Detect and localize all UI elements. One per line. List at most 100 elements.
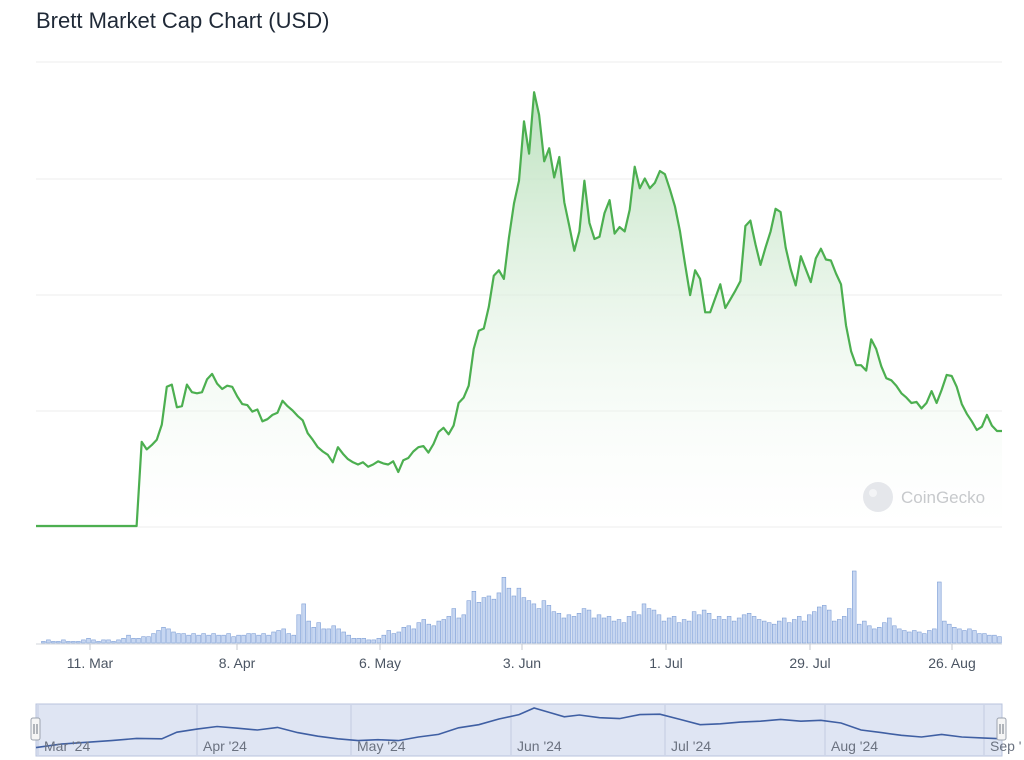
navigator-tick-label: Jul '24 (671, 738, 711, 754)
volume-bar (171, 631, 176, 644)
volume-bar (521, 597, 527, 644)
volume-bar (541, 600, 547, 644)
volume-bars (41, 570, 1002, 644)
volume-bar (326, 628, 331, 644)
x-tick-label: 3. Jun (503, 655, 541, 671)
volume-bar (161, 626, 166, 644)
volume-bar (491, 598, 497, 644)
volume-bar (952, 626, 957, 644)
coingecko-eye-icon (869, 489, 877, 497)
volume-bar (937, 581, 942, 644)
volume-bar (211, 633, 216, 644)
range-navigator[interactable]: Mar '24 Apr '24 May '24 Jun '24 Jul '24 Aug '… (30, 703, 1021, 757)
x-axis: 11. Mar 8. Apr 6. May 3. Jun 1. Jul 29. Jul 26… (67, 644, 976, 671)
volume-bar (836, 619, 842, 644)
volume-bar (246, 633, 251, 644)
volume-bar (796, 616, 802, 644)
volume-bar (656, 614, 662, 644)
volume-bar (982, 633, 987, 644)
volume-bar (366, 639, 371, 644)
volume-bar (386, 630, 391, 644)
volume-bar (396, 631, 401, 644)
volume-bar (141, 636, 146, 644)
volume-bar (476, 601, 482, 644)
volume-bar (781, 617, 787, 644)
navigator-tick-label: Aug '24 (831, 738, 878, 754)
volume-bar (506, 587, 512, 644)
volume-bar (766, 622, 772, 644)
volume-bar (56, 641, 61, 644)
volume-bar (61, 639, 66, 644)
volume-bar (431, 625, 436, 644)
volume-bar (877, 626, 882, 644)
volume-bar (546, 605, 552, 644)
volume-bar (776, 620, 782, 644)
volume-bar (887, 617, 892, 644)
chart-title: Brett Market Cap Chart (USD) (36, 8, 330, 33)
volume-bar (927, 630, 932, 644)
volume-bar (306, 620, 311, 644)
volume-bar (106, 639, 111, 644)
volume-bar (126, 634, 131, 644)
volume-bar (741, 614, 747, 644)
volume-bar (471, 590, 477, 644)
volume-bar (791, 619, 797, 644)
volume-bar (771, 623, 777, 644)
volume-bar (892, 625, 897, 644)
volume-bar (586, 609, 592, 644)
volume-bar (922, 633, 927, 644)
volume-bar (726, 616, 732, 644)
watermark-text: CoinGecko (901, 488, 985, 507)
volume-bar (596, 614, 602, 644)
volume-bar (616, 619, 622, 644)
volume-bar (676, 622, 682, 644)
volume-bar (71, 641, 76, 644)
volume-bar (907, 631, 912, 644)
volume-bar (331, 625, 336, 644)
volume-bar (917, 631, 922, 644)
volume-bar (281, 628, 286, 644)
volume-bar (66, 641, 71, 644)
volume-bar (301, 603, 306, 644)
volume-bar (571, 616, 577, 644)
volume-bar (706, 612, 712, 644)
navigator-left-handle[interactable] (30, 717, 41, 741)
volume-bar (461, 614, 466, 644)
volume-bar (226, 633, 231, 644)
volume-bar (411, 628, 416, 644)
market-cap-line (36, 91, 1002, 528)
volume-bar (846, 608, 852, 644)
volume-bar (581, 608, 587, 644)
volume-bar (821, 605, 827, 644)
volume-bar (972, 630, 977, 644)
volume-bar (391, 633, 396, 644)
volume-bar (992, 634, 997, 644)
volume-bar (561, 617, 567, 644)
volume-bar (416, 622, 421, 644)
volume-bar (696, 614, 702, 644)
volume-bar (761, 620, 767, 644)
x-tick-label: 6. May (359, 655, 401, 671)
volume-bar (831, 620, 837, 644)
volume-bar (641, 603, 647, 644)
volume-bar (346, 634, 351, 644)
volume-bar (336, 628, 341, 644)
volume-bar (166, 628, 171, 644)
volume-bar (867, 625, 872, 644)
navigator-tick-label: May '24 (357, 738, 406, 754)
volume-bar (841, 616, 847, 644)
volume-bar (481, 597, 487, 644)
volume-bar (631, 611, 637, 644)
volume-bar (661, 620, 667, 644)
volume-bar (536, 608, 542, 644)
volume-bar (296, 614, 301, 644)
volume-bar (446, 616, 451, 644)
volume-bar (636, 614, 642, 644)
volume-bar (882, 622, 887, 644)
volume-bar (716, 616, 722, 644)
navigator-right-handle[interactable] (996, 717, 1007, 741)
volume-bar (261, 633, 266, 644)
volume-bar (496, 592, 502, 644)
volume-bar (51, 641, 56, 644)
volume-bar (957, 628, 962, 644)
